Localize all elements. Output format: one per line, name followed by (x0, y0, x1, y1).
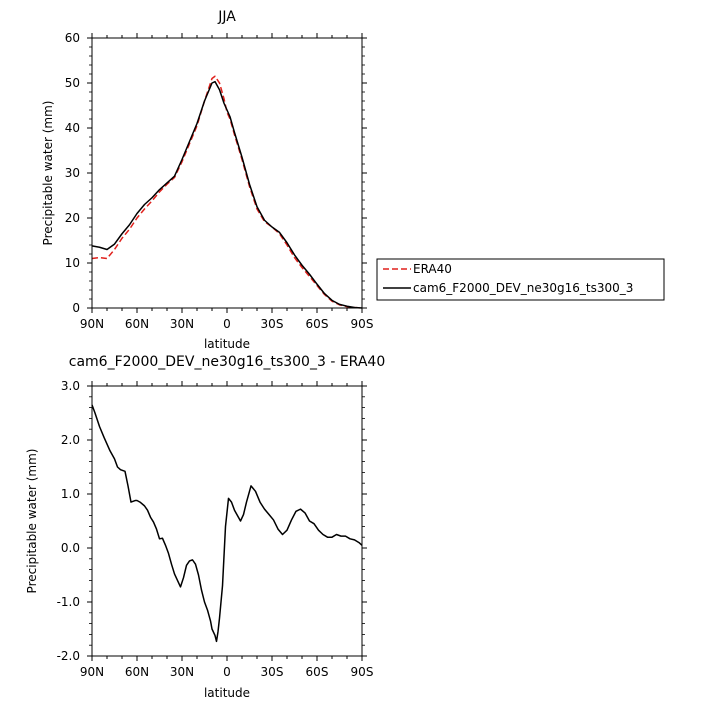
x-tick-label: 30N (170, 317, 194, 331)
x-tick-label: 0 (223, 317, 231, 331)
y-tick-label: 40 (65, 121, 80, 135)
x-tick-label: 30S (261, 665, 284, 679)
x-axis-label: latitude (204, 686, 250, 700)
y-tick-label: 10 (65, 256, 80, 270)
legend-box (376, 258, 665, 301)
x-tick-label: 90S (351, 665, 374, 679)
legend-label-cam6: cam6_F2000_DEV_ne30g16_ts300_3 (413, 281, 633, 295)
y-tick-label: 0.0 (61, 541, 80, 555)
y-tick-label: 30 (65, 166, 80, 180)
x-tick-label: 30N (170, 665, 194, 679)
x-tick-label: 60S (306, 317, 329, 331)
x-tick-label: 60N (125, 317, 149, 331)
y-axis-label: Precipitable water (mm) (25, 449, 39, 594)
y-tick-label: -1.0 (57, 595, 80, 609)
x-tick-label: 30S (261, 317, 284, 331)
y-axis-label: Precipitable water (mm) (41, 101, 55, 246)
panel-title: cam6_F2000_DEV_ne30g16_ts300_3 - ERA40 (69, 354, 385, 370)
precipitable-water-panel: JJA 90N 60N 30N 0 30S 60S 90S 0 10 20 30 40 50 60 la… (41, 9, 665, 351)
x-tick-label: 0 (223, 665, 231, 679)
y-tick-label: -2.0 (57, 649, 80, 663)
y-tick-label: 1.0 (61, 487, 80, 501)
series-line-cam6-f2000-dev-ne30g16-ts300-3 (91, 80, 363, 309)
panel-title: JJA (217, 9, 236, 25)
y-tick-label: 20 (65, 211, 80, 225)
legend: ERA40 cam6_F2000_DEV_ne30g16_ts300_3 (376, 258, 665, 301)
x-tick-label: 90S (351, 317, 374, 331)
y-tick-label: 0 (72, 301, 80, 315)
x-tick-label: 60S (306, 665, 329, 679)
series-line-difference (91, 404, 363, 643)
y-tick-label: 60 (65, 31, 80, 45)
plot-frame (91, 37, 363, 309)
x-tick-label: 60N (125, 665, 149, 679)
y-tick-label: 50 (65, 76, 80, 90)
plot-frame (91, 385, 363, 657)
x-axis-label: latitude (204, 337, 250, 351)
y-tick-label: 2.0 (61, 433, 80, 447)
x-tick-label: 90N (80, 665, 104, 679)
y-tick-label: 3.0 (61, 379, 80, 393)
x-tick-label: 90N (80, 317, 104, 331)
difference-panel: cam6_F2000_DEV_ne30g16_ts300_3 - ERA40 9… (25, 354, 385, 700)
legend-label-era40: ERA40 (413, 262, 452, 276)
